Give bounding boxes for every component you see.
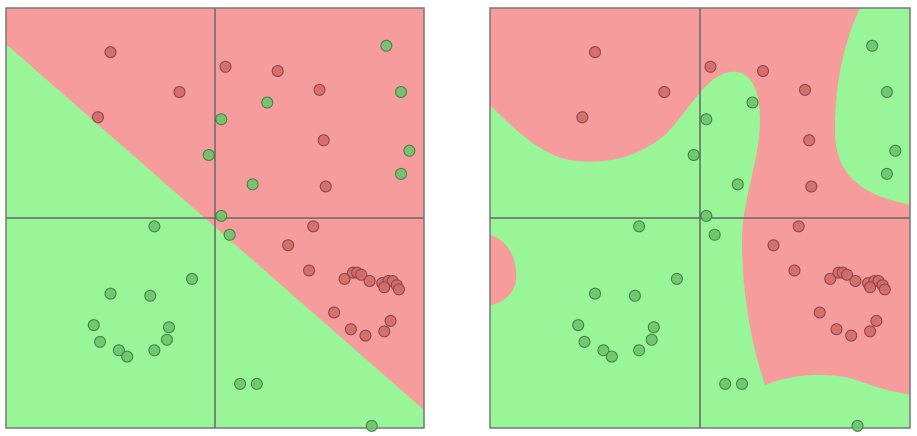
point [708,228,721,241]
point [792,220,805,233]
point [700,113,713,126]
point [633,344,646,357]
point [202,149,215,161]
point [799,83,811,96]
point [830,323,843,336]
point [378,325,391,338]
point [633,220,646,233]
point [144,289,157,302]
point [746,96,759,109]
point [148,220,161,233]
point [841,268,853,281]
point [658,86,671,98]
point [845,329,858,342]
point [378,281,391,294]
point [338,272,351,285]
point [160,333,173,346]
point [395,167,408,180]
point [645,333,658,346]
point [234,377,247,390]
point [788,264,801,277]
point [392,283,405,296]
point [219,60,232,73]
point [849,275,862,287]
red-region [490,235,517,305]
point [355,268,368,281]
point [319,180,332,193]
point [803,134,816,147]
point [344,323,357,336]
point [757,65,769,77]
point [589,287,601,300]
point [704,60,717,73]
point [731,178,744,191]
point [866,39,879,52]
point [384,314,397,327]
point [91,111,104,124]
point [271,65,284,77]
point [736,377,748,390]
point [121,350,134,363]
point [104,46,117,59]
point [880,167,893,180]
point [687,149,700,161]
point [851,419,864,432]
point [328,306,341,319]
point [578,335,591,348]
point [307,220,320,233]
point [805,180,818,193]
point [173,86,186,98]
point [87,319,100,332]
point [215,209,228,222]
point [572,319,585,332]
point [589,46,601,59]
red-region [490,8,910,395]
point [365,419,378,432]
point [359,329,372,342]
point [303,264,316,277]
point [363,275,376,287]
point [250,377,263,390]
point [112,344,125,357]
point [597,344,610,357]
point [700,209,713,222]
point [317,134,330,147]
point [380,39,393,52]
point [628,289,641,302]
point [813,306,826,319]
point [104,287,117,300]
point [767,239,780,252]
plot-frame [5,7,425,429]
point [223,228,236,241]
point [261,96,274,109]
point [576,111,589,124]
point [148,344,161,357]
point [313,83,326,96]
point [889,144,902,157]
point [719,377,732,390]
plot-frame [489,7,911,429]
point [824,272,837,285]
point [94,335,107,348]
point [246,178,259,191]
point [395,86,408,98]
point [605,350,618,363]
point [163,321,176,334]
point [403,144,416,157]
point [878,283,891,296]
point [215,113,228,126]
point [282,239,295,252]
point [864,325,877,338]
point [870,314,883,327]
point [647,321,660,334]
point [880,86,893,98]
point [670,272,683,285]
point [186,272,199,285]
point [864,281,877,294]
